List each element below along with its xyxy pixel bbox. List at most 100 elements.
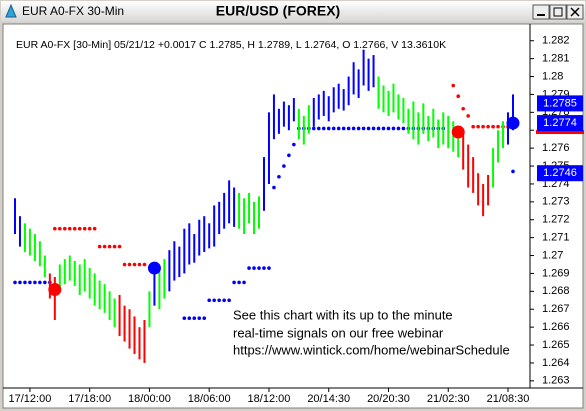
y-tick-label: 1.264 — [542, 357, 570, 369]
price-label-box — [537, 115, 583, 132]
stop-dot — [451, 83, 456, 88]
x-tick-label: 17/18:00 — [68, 393, 111, 405]
stop-dot — [396, 126, 401, 131]
close-icon — [570, 7, 580, 17]
y-tick-label: 1.267 — [542, 303, 570, 315]
stop-dot — [292, 142, 296, 147]
y-tick-label: 1.268 — [542, 285, 570, 297]
annotation: real-time signals on our free webinar — [233, 325, 444, 340]
y-tick-label: 1.266 — [542, 321, 570, 333]
signal-marker — [147, 261, 161, 275]
chart-title: EUR/USD (FOREX) — [216, 3, 340, 19]
stop-dot — [92, 226, 97, 231]
stop-dot — [192, 316, 197, 320]
y-tick-label: 1.273 — [542, 196, 570, 208]
stop-dot — [18, 280, 22, 285]
y-tick-label: 1.263 — [542, 375, 570, 387]
stop-dot — [386, 126, 391, 131]
stop-dot — [381, 126, 386, 131]
stop-dot — [401, 126, 406, 131]
stop-dot — [212, 298, 216, 303]
y-tick-label: 1.28 — [542, 70, 563, 82]
stop-dot — [202, 316, 207, 320]
stop-dot — [62, 226, 67, 231]
stop-dot — [267, 266, 271, 270]
stop-dot — [476, 124, 480, 129]
x-tick-label: 18/06:00 — [188, 393, 231, 405]
stop-dot — [67, 226, 72, 231]
stop-dot — [43, 280, 47, 285]
stop-dot — [282, 164, 286, 168]
stop-dot — [511, 169, 515, 174]
y-tick-label: 1.269 — [542, 267, 570, 279]
annotation: https://www.wintick.com/home/webinarSche… — [233, 342, 510, 357]
stop-dot — [217, 298, 221, 303]
stop-dot — [132, 262, 137, 267]
window-title: EUR A0-FX 30-Min — [22, 4, 124, 18]
stop-dot — [72, 226, 77, 231]
stop-dot — [361, 126, 366, 131]
stop-dot — [87, 226, 92, 231]
maximize-button[interactable] — [549, 4, 567, 20]
stop-dot — [336, 126, 341, 131]
stop-dot — [456, 94, 461, 99]
x-tick-label: 21/02:30 — [427, 393, 470, 405]
chart-subtitle: EUR A0-FX [30-Min] 05/21/12 +0.0017 C 1.… — [16, 39, 446, 51]
stop-dot — [346, 126, 351, 131]
stop-dot — [471, 124, 475, 129]
chart-panel — [2, 23, 584, 409]
y-tick-label: 1.272 — [542, 214, 570, 226]
price-label: 1.2774 — [543, 117, 577, 129]
stop-dot — [102, 244, 107, 249]
stop-dot — [391, 126, 396, 131]
stop-dot — [376, 126, 381, 131]
stop-dot — [341, 126, 346, 131]
stop-dot — [197, 316, 202, 320]
stop-dot — [23, 280, 27, 285]
stop-dot — [321, 126, 326, 131]
price-label: 1.2746 — [543, 167, 577, 179]
stop-dot — [38, 280, 42, 285]
price-label-box — [537, 165, 583, 182]
stop-dot — [33, 280, 37, 285]
stop-dot — [326, 126, 331, 131]
y-tick-label: 1.271 — [542, 232, 570, 244]
stop-dot — [28, 280, 32, 285]
stop-dot — [182, 316, 187, 320]
x-tick-label: 18/12:00 — [248, 393, 291, 405]
stop-dot — [287, 153, 291, 158]
stop-dot — [486, 124, 490, 129]
window-buttons[interactable] — [532, 4, 584, 20]
stop-dot — [97, 244, 102, 249]
stop-dot — [461, 106, 465, 111]
y-tick-label: 1.276 — [542, 142, 570, 154]
stop-dot — [247, 266, 251, 270]
price-label-box — [537, 95, 583, 112]
stop-dot — [187, 316, 192, 320]
y-tick-label: 1.282 — [542, 35, 570, 47]
stop-dot — [237, 280, 241, 285]
stop-dot — [53, 226, 57, 231]
stop-dot — [207, 298, 212, 303]
x-tick-label: 21/08:30 — [487, 393, 530, 405]
stop-dot — [371, 126, 376, 131]
stop-dot — [316, 126, 321, 131]
stop-dot — [242, 280, 246, 285]
stop-dot — [277, 174, 281, 179]
price-label: 1.2785 — [543, 97, 577, 109]
stop-dot — [122, 262, 127, 267]
maximize-icon — [553, 7, 563, 17]
minimize-button[interactable] — [532, 4, 550, 20]
stop-dot — [252, 266, 256, 270]
y-tick-label: 1.281 — [542, 53, 570, 65]
stop-dot — [331, 126, 336, 131]
stop-dot — [127, 262, 132, 267]
stop-dot — [58, 226, 62, 231]
stop-dot — [232, 280, 236, 285]
stop-dot — [356, 126, 361, 131]
stop-dot — [77, 226, 82, 231]
x-tick-label: 20/20:30 — [367, 393, 410, 405]
stop-dot — [311, 126, 316, 131]
